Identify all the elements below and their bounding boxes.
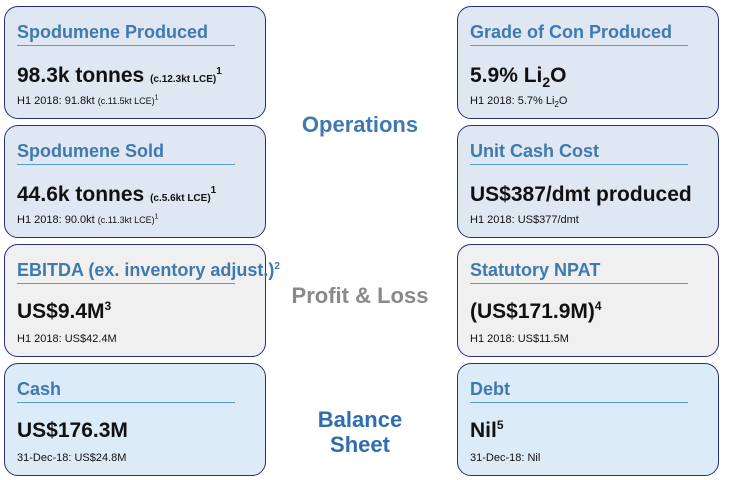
card-value: 44.6k tonnes (c.5.6kt LCE)1 [17, 183, 216, 207]
card-spodumene-produced: Spodumene Produced 98.3k tonnes (c.12.3k… [4, 6, 266, 119]
card-title: Spodumene Produced [17, 22, 235, 46]
card-ebitda: EBITDA (ex. inventory adjust.)2 US$9.4M3… [4, 244, 280, 357]
card-cash: Cash US$176.3M 31-Dec-18: US$24.8M [4, 363, 266, 476]
card-spodumene-sold: Spodumene Sold 44.6k tonnes (c.5.6kt LCE… [4, 125, 266, 238]
value-text: 98.3k tonnes [17, 64, 145, 87]
card-title: Grade of Con Produced [470, 22, 688, 46]
card-title: Cash [17, 379, 235, 403]
compare-text: H1 2018: 5.7% Li [470, 95, 555, 107]
section-profit-loss: Profit & Loss [291, 283, 429, 308]
card-debt: Debt Nil5 31-Dec-18: Nil [457, 363, 719, 476]
value-text: 44.6k tonnes [17, 183, 145, 206]
card-value: (US$171.9M)4 [470, 300, 602, 324]
card-compare: H1 2018: 5.7% Li2O [470, 95, 568, 110]
value-note: (c.12.3kt LCE) [150, 74, 217, 85]
card-title: Statutory NPAT [470, 260, 688, 284]
section-line: Sheet [330, 432, 390, 457]
value-note: (c.5.6kt LCE) [150, 193, 211, 204]
section-operations: Operations [301, 112, 419, 137]
card-compare: H1 2018: US$11.5M [470, 333, 569, 345]
card-compare: H1 2018: US$42.4M [17, 333, 117, 345]
card-value: 5.9% Li2O [470, 64, 567, 91]
card-compare: H1 2018: 91.8kt (c.11.5kt LCE)1 [17, 94, 159, 107]
card-compare: H1 2018: US$377/dmt [470, 214, 579, 226]
card-grade-of-con: Grade of Con Produced 5.9% Li2O H1 2018:… [457, 6, 719, 119]
subscript: 2 [554, 100, 559, 110]
compare-text: H1 2018: 91.8kt [17, 95, 95, 107]
card-title: Spodumene Sold [17, 141, 235, 165]
compare-text: H1 2018: 90.0kt [17, 214, 95, 226]
card-value: US$387/dmt produced [470, 183, 692, 206]
footnote-marker: 1 [210, 185, 217, 196]
footnote-marker: 2 [274, 261, 280, 272]
title-text: EBITDA (ex. inventory adjust.) [17, 260, 275, 280]
footnote-marker: 3 [104, 299, 112, 313]
card-value: Nil5 [470, 419, 504, 443]
card-title: EBITDA (ex. inventory adjust.)2 [17, 260, 280, 284]
footnote-marker: 1 [154, 94, 159, 102]
card-value: 98.3k tonnes (c.12.3kt LCE)1 [17, 64, 222, 88]
value-text: Nil [470, 419, 497, 442]
card-value: US$176.3M [17, 419, 128, 442]
compare-note: (c.11.5kt LCE) [97, 96, 155, 106]
value-text-post: O [550, 64, 567, 87]
value-text: (US$171.9M) [470, 300, 595, 323]
card-statutory-npat: Statutory NPAT (US$171.9M)4 H1 2018: US$… [457, 244, 719, 357]
compare-note: (c.11.3kt LCE) [97, 215, 155, 225]
card-title: Debt [470, 379, 688, 403]
card-compare: 31-Dec-18: Nil [470, 452, 541, 464]
footnote-marker: 1 [154, 213, 159, 221]
card-title: Unit Cash Cost [470, 141, 688, 165]
card-compare: H1 2018: 90.0kt (c.11.3kt LCE)1 [17, 213, 159, 226]
value-text: US$9.4M [17, 300, 105, 323]
card-value: US$9.4M3 [17, 300, 111, 324]
card-unit-cash-cost: Unit Cash Cost US$387/dmt produced H1 20… [457, 125, 719, 238]
compare-text-post: O [558, 95, 568, 107]
subscript: 2 [542, 74, 551, 91]
footnote-marker: 5 [496, 418, 504, 432]
footnote-marker: 4 [594, 299, 602, 313]
section-line: Balance [317, 407, 403, 432]
card-compare: 31-Dec-18: US$24.8M [17, 452, 127, 464]
value-text: 5.9% Li [470, 64, 543, 87]
section-balance-sheet: Balance Sheet [270, 407, 450, 457]
footnote-marker: 1 [216, 66, 222, 77]
